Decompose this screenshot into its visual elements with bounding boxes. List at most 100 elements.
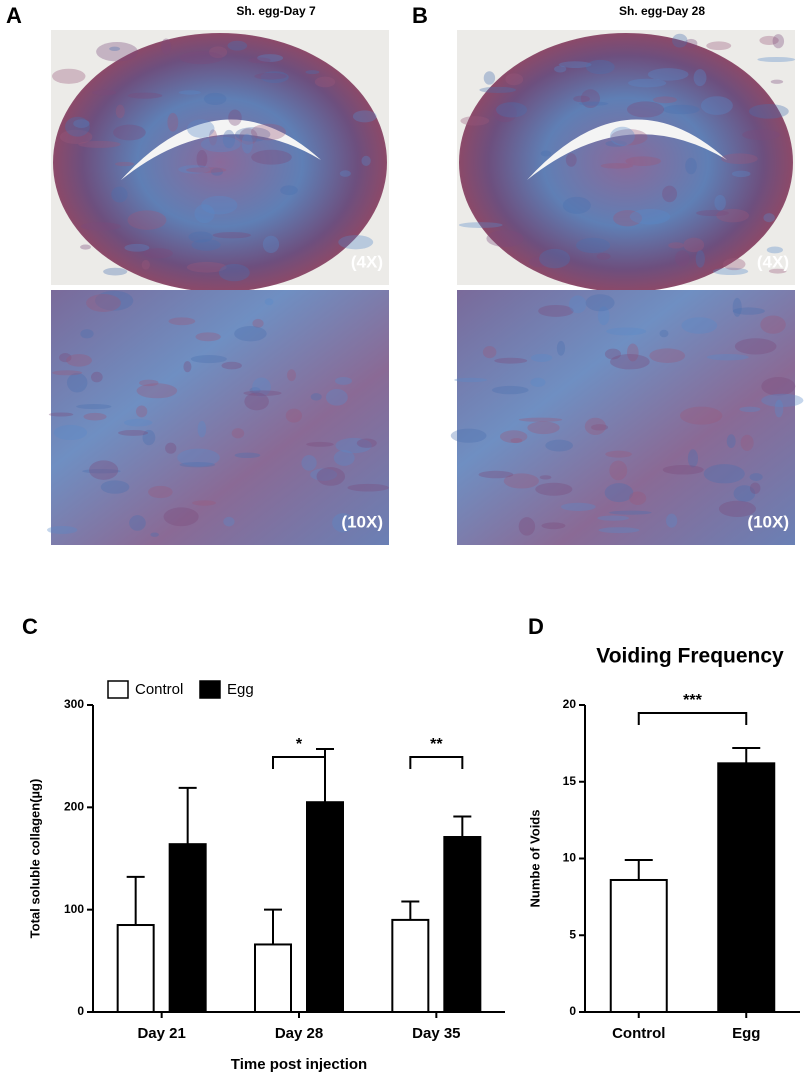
texture	[201, 195, 238, 215]
texture	[221, 361, 242, 370]
significance-bracket	[272, 756, 326, 769]
texture	[109, 46, 121, 51]
texture	[763, 213, 775, 223]
texture	[95, 290, 134, 311]
texture	[674, 250, 690, 267]
texture	[761, 377, 796, 396]
texture	[554, 65, 567, 73]
panel-label: B	[412, 3, 428, 28]
texture	[734, 338, 777, 355]
texture	[683, 237, 705, 253]
x-axis-label: Time post injection	[231, 1056, 367, 1073]
texture	[113, 124, 146, 141]
texture	[83, 412, 107, 421]
x-tick-label: Egg	[732, 1025, 760, 1042]
texture	[90, 371, 103, 383]
texture	[46, 525, 78, 534]
texture	[749, 473, 763, 481]
texture	[580, 89, 601, 109]
bar	[254, 943, 292, 1014]
texture	[527, 421, 560, 435]
texture	[161, 38, 172, 55]
texture	[491, 385, 529, 395]
significance-bracket	[637, 712, 748, 725]
texture	[195, 332, 221, 342]
micrograph-bg	[457, 290, 795, 545]
texture	[127, 210, 167, 230]
texture	[249, 387, 261, 394]
texture	[578, 101, 609, 106]
texture	[606, 327, 647, 336]
texture	[604, 348, 622, 360]
texture	[609, 460, 628, 481]
tissue	[459, 33, 793, 292]
texture	[597, 515, 630, 521]
texture	[262, 235, 280, 253]
texture	[89, 460, 119, 480]
texture	[478, 470, 514, 479]
texture	[695, 250, 705, 268]
texture	[597, 306, 610, 326]
texture	[518, 517, 536, 536]
texture	[66, 372, 88, 393]
texture	[558, 61, 592, 69]
texture	[450, 428, 487, 443]
texture	[352, 110, 377, 123]
texture	[585, 59, 615, 75]
texture	[770, 79, 784, 84]
bar	[391, 918, 430, 1014]
texture	[194, 204, 215, 224]
texture	[223, 516, 235, 527]
panel-label: D	[528, 614, 544, 639]
texture	[305, 70, 320, 75]
panel-label: C	[22, 614, 38, 639]
texture	[605, 450, 632, 458]
texture	[141, 259, 150, 270]
texture	[111, 186, 128, 203]
y-tick-label: 300	[64, 697, 84, 711]
texture	[250, 123, 286, 141]
texture	[604, 483, 634, 503]
micrograph	[51, 30, 389, 292]
texture	[183, 361, 192, 373]
texture	[510, 438, 523, 444]
texture	[703, 464, 745, 484]
texture	[696, 209, 729, 217]
texture	[722, 258, 746, 271]
texture	[168, 317, 196, 326]
texture	[227, 40, 248, 51]
tissue	[53, 33, 387, 292]
texture	[538, 304, 574, 317]
texture	[693, 69, 707, 87]
texture	[720, 153, 758, 165]
texture	[687, 449, 699, 468]
texture	[301, 455, 317, 471]
texture	[196, 149, 208, 169]
y-tick-label: 20	[563, 697, 577, 711]
texture	[179, 51, 223, 65]
texture	[681, 317, 718, 334]
texture	[76, 404, 112, 410]
bar	[443, 836, 482, 1014]
texture	[493, 103, 517, 123]
texture	[629, 208, 671, 225]
texture	[684, 38, 698, 49]
texture	[252, 318, 264, 328]
texture	[668, 242, 684, 249]
texture	[333, 449, 355, 466]
texture	[187, 119, 215, 138]
texture	[482, 346, 497, 359]
texture	[649, 348, 686, 363]
texture	[706, 41, 732, 51]
texture	[460, 116, 490, 126]
texture	[539, 475, 552, 480]
texture	[210, 167, 224, 176]
texture	[759, 35, 779, 45]
texture	[569, 295, 587, 314]
texture	[191, 239, 221, 251]
texture	[596, 252, 611, 260]
texture	[234, 452, 261, 459]
texture	[540, 150, 552, 157]
texture	[163, 507, 199, 527]
